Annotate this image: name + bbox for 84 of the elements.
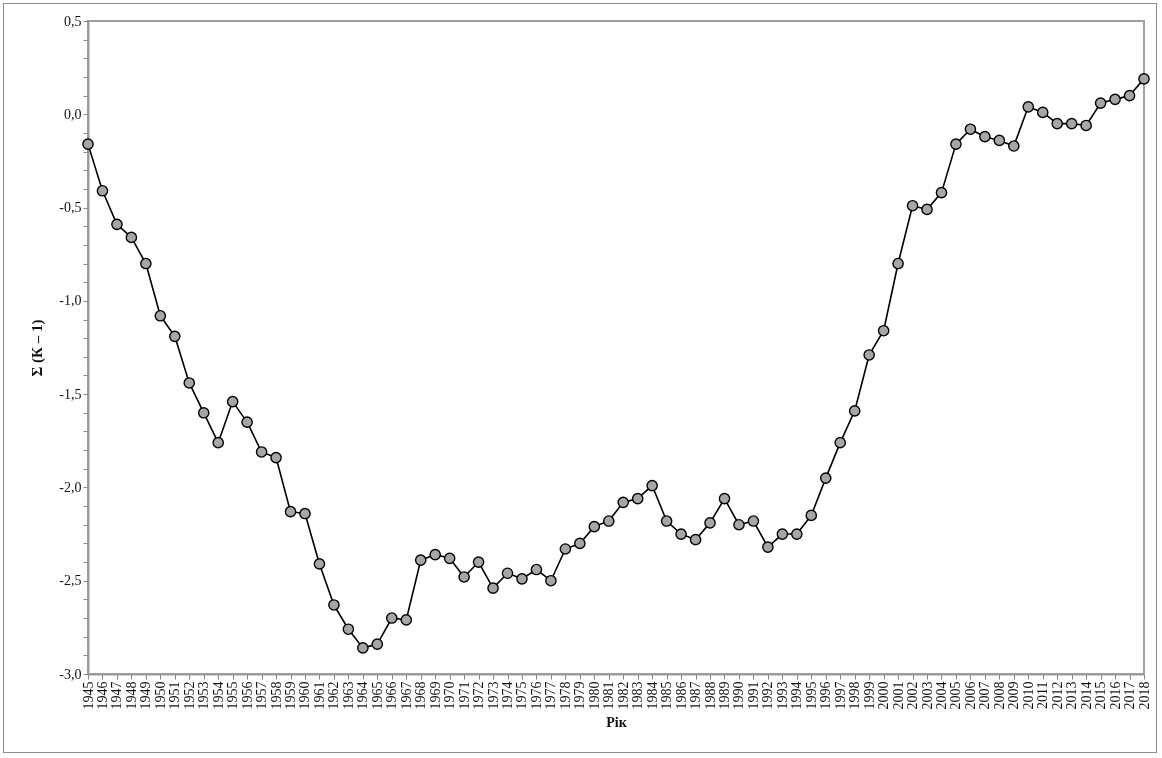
x-tick-label: 1990	[731, 681, 747, 710]
x-axis-title: Рік	[606, 714, 628, 730]
x-tick-label: 1949	[138, 681, 154, 710]
y-axis-title: Σ (К – 1)	[29, 319, 47, 377]
x-tick-label: 1996	[818, 681, 834, 710]
y-tick-label: 0,5	[64, 13, 82, 29]
x-tick-label: 1998	[847, 681, 863, 710]
x-tick-label: 2009	[1006, 681, 1022, 710]
x-tick-label: 1950	[152, 681, 168, 710]
y-tick-label: -1,0	[59, 293, 82, 309]
x-tick-label: 1968	[413, 681, 429, 710]
x-tick-label: 1951	[167, 681, 183, 710]
x-tick-label: 1973	[485, 681, 501, 710]
x-tick-label: 2007	[977, 681, 993, 710]
x-tick-label: 1980	[586, 681, 602, 710]
x-tick-label: 1992	[760, 681, 776, 710]
x-tick-label: 1982	[615, 681, 631, 710]
x-tick-label: 2014	[1078, 681, 1094, 710]
x-tick-label: 1995	[803, 681, 819, 710]
x-tick-label: 2015	[1093, 681, 1109, 710]
x-tick-label: 1984	[644, 681, 660, 710]
y-tick-label: -0,5	[59, 200, 82, 216]
x-tick-label: 2004	[933, 681, 949, 710]
y-tick-label: -2,0	[59, 479, 82, 495]
x-tick-label: 1972	[471, 681, 487, 710]
x-tick-label: 2012	[1049, 681, 1065, 710]
x-tick-label: 1983	[630, 681, 646, 710]
x-tick-label: 2010	[1020, 681, 1036, 710]
x-tick-label: 2002	[905, 681, 921, 710]
y-tick-label: -3,0	[59, 666, 82, 682]
x-tick-label: 1962	[326, 681, 342, 710]
x-tick-label: 1970	[442, 681, 458, 710]
x-tick-label: 1991	[745, 681, 761, 710]
x-tick-label: 1945	[80, 681, 96, 710]
x-tick-label: 1994	[789, 681, 805, 710]
x-tick-label: 1981	[601, 681, 617, 710]
x-tick-label: 1977	[543, 681, 559, 710]
x-tick-label: 1956	[239, 681, 255, 710]
x-tick-label: 1971	[456, 681, 472, 710]
x-tick-label: 1961	[311, 681, 327, 710]
x-tick-label: 1975	[514, 681, 530, 710]
x-tick-label: 2011	[1035, 681, 1051, 709]
x-tick-label: 1974	[500, 681, 516, 710]
x-tick-label: 1964	[355, 681, 371, 710]
x-tick-label: 1988	[702, 681, 718, 710]
x-tick-label: 2016	[1107, 681, 1123, 710]
x-tick-label: 1989	[716, 681, 732, 710]
x-tick-label: 1986	[673, 681, 689, 710]
x-tick-label: 2006	[962, 681, 978, 710]
x-tick-label: 1953	[196, 681, 212, 710]
x-tick-label: 1959	[283, 681, 299, 710]
x-tick-label: 1969	[427, 681, 443, 710]
x-tick-label: 1976	[528, 681, 544, 710]
x-tick-label: 1957	[254, 681, 270, 710]
x-tick-label: 2003	[919, 681, 935, 710]
y-tick-label: 0,0	[64, 106, 82, 122]
x-tick-label: 1958	[268, 681, 284, 710]
x-tick-label: 1993	[774, 681, 790, 710]
x-tick-label: 2005	[948, 681, 964, 710]
x-tick-label: 2001	[890, 681, 906, 710]
y-tick-label: -1,5	[59, 386, 82, 402]
x-tick-label: 1947	[109, 681, 125, 710]
x-tick-label: 1955	[225, 681, 241, 710]
x-tick-label: 1979	[572, 681, 588, 710]
y-tick-label: -2,5	[59, 573, 82, 589]
x-tick-label: 1948	[123, 681, 139, 710]
x-tick-label: 2018	[1136, 681, 1152, 710]
x-tick-label: 1960	[297, 681, 313, 710]
x-tick-label: 1946	[94, 681, 110, 710]
x-tick-label: 1954	[210, 681, 226, 710]
x-tick-label: 1967	[398, 681, 414, 710]
x-tick-label: 1965	[369, 681, 385, 710]
x-tick-label: 2000	[876, 681, 892, 710]
x-tick-label: 1999	[861, 681, 877, 710]
x-tick-label: 1987	[688, 681, 704, 710]
x-tick-label: 1966	[384, 681, 400, 710]
x-tick-label: 1978	[557, 681, 573, 710]
x-tick-label: 2017	[1122, 681, 1138, 710]
x-tick-label: 2008	[991, 681, 1007, 710]
x-tick-label: 1997	[832, 681, 848, 710]
x-tick-label: 1963	[340, 681, 356, 710]
x-tick-label: 2013	[1064, 681, 1080, 710]
x-tick-label: 1952	[181, 681, 197, 710]
x-tick-label: 1985	[659, 681, 675, 710]
